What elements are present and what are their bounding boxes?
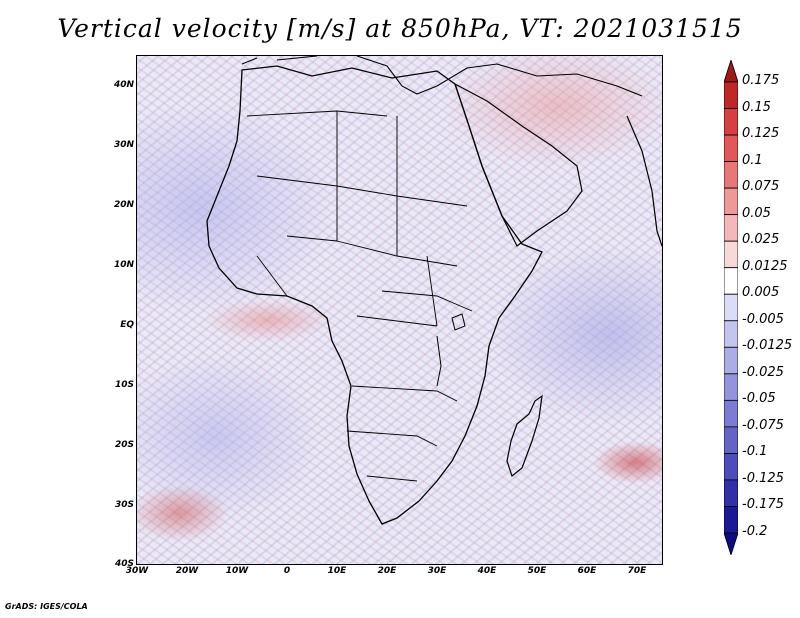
- colorbar-top-arrow: [724, 60, 738, 83]
- arabia-coastline: [453, 82, 583, 247]
- colorbar-label: 0.0125: [742, 258, 788, 274]
- lon-label-20w: 20W: [175, 566, 199, 576]
- colorbar-swatch: [724, 320, 738, 348]
- lat-label-40s: 40S: [114, 559, 134, 569]
- colorbar: [724, 60, 738, 555]
- colorbar-swatch: [724, 399, 738, 428]
- colorbar-label: 0.1: [742, 152, 763, 168]
- colorbar-swatch: [724, 426, 738, 454]
- colorbar-swatch: [724, 373, 738, 401]
- colorbar-swatch: [724, 134, 738, 162]
- lon-label-0: 0: [283, 566, 291, 576]
- lon-label-70e: 70E: [627, 566, 647, 576]
- colorbar-label: -0.125: [742, 470, 784, 486]
- lat-label-10s: 10S: [114, 380, 134, 390]
- lon-label-10w: 10W: [225, 566, 249, 576]
- lon-label-20e: 20E: [377, 566, 397, 576]
- colorbar-label: 0.005: [742, 285, 780, 301]
- lon-label-30e: 30E: [427, 566, 447, 576]
- lat-label-eq: EQ: [120, 320, 134, 330]
- colorbar-swatch: [724, 81, 738, 109]
- colorbar-label: -0.2: [742, 524, 768, 539]
- coastline-overlay: [206, 56, 662, 525]
- colorbar-swatch: [724, 187, 738, 216]
- lon-label-10e: 10E: [327, 566, 347, 576]
- madagascar-coastline: [506, 394, 543, 478]
- lat-label-20s: 20S: [114, 440, 134, 450]
- colorbar-swatch: [724, 506, 738, 534]
- colorbar-bottom-arrow: [724, 532, 738, 555]
- colorbar-swatch: [724, 453, 738, 481]
- colorbar-label: 0.15: [742, 99, 771, 115]
- colorbar-label: -0.0125: [742, 338, 793, 354]
- colorbar-label: 0.075: [742, 179, 780, 195]
- country-borders: [246, 110, 473, 482]
- lat-label-40n: 40N: [113, 80, 134, 90]
- lat-label-10n: 10N: [113, 260, 134, 270]
- colorbar-label: 0.05: [742, 205, 771, 221]
- colorbar-swatch: [724, 267, 738, 295]
- colorbar-label: -0.005: [742, 311, 784, 327]
- colorbar-label: -0.025: [742, 364, 784, 380]
- colorbar-label: -0.075: [742, 417, 784, 433]
- lake-victoria: [451, 313, 466, 331]
- colorbar-swatch: [724, 479, 738, 507]
- colorbar-swatch: [724, 346, 738, 375]
- colorbar-label: 0.125: [742, 126, 780, 142]
- colorbar-label: -0.175: [742, 497, 784, 513]
- lat-label-30s: 30S: [114, 500, 134, 510]
- lon-label-60e: 60E: [577, 566, 597, 576]
- africa-coastline: [206, 65, 543, 525]
- colorbar-label: -0.05: [742, 391, 776, 407]
- colorbar-label: 0.175: [742, 73, 780, 88]
- lon-label-30w: 30W: [125, 566, 149, 576]
- colorbar-swatch: [724, 214, 738, 242]
- map-title: Vertical velocity [m/s] at 850hPa, VT: 2…: [57, 14, 743, 43]
- lake-tanganyika: [436, 335, 442, 387]
- lat-label-30n: 30N: [113, 140, 134, 150]
- grads-credit: GrADS: IGES/COLA: [5, 602, 88, 611]
- colorbar-swatch: [724, 293, 738, 322]
- colorbar-label: -0.1: [742, 444, 768, 460]
- colorbar-label: 0.025: [742, 232, 780, 248]
- colorbar-swatch: [724, 161, 738, 189]
- lon-label-50e: 50E: [527, 566, 547, 576]
- lon-label-40e: 40E: [477, 566, 497, 576]
- europe-coastline: [241, 56, 643, 97]
- colorbar-swatch: [724, 240, 738, 269]
- india-coastline: [626, 115, 662, 247]
- colorbar-swatch: [724, 108, 738, 136]
- lat-label-20n: 20N: [113, 200, 134, 210]
- map-plot-area: [136, 55, 663, 565]
